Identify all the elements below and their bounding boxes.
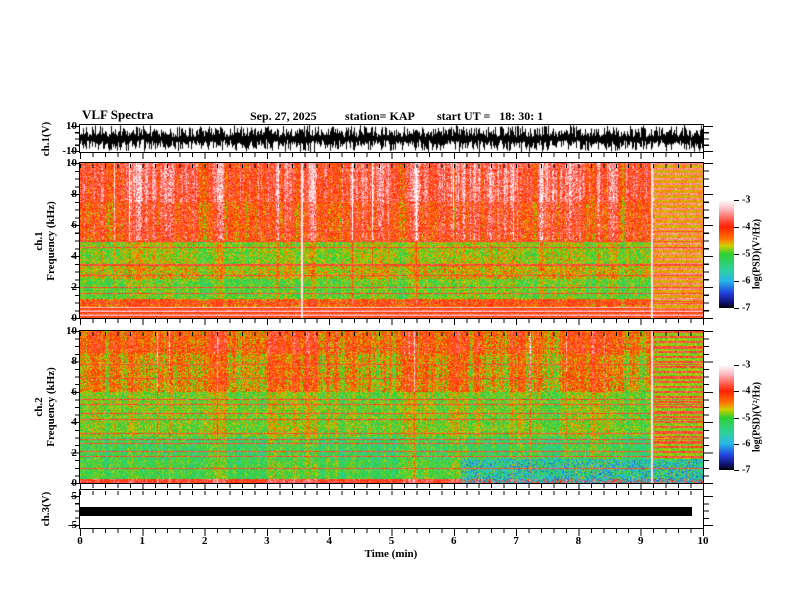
ch1-waveform-panel (79, 124, 704, 153)
ch3-saturated-trace (80, 507, 692, 516)
colorbar-tick (734, 227, 739, 228)
y-tick-label: 2 (71, 447, 78, 459)
colorbar-tick-label: -3 (742, 359, 751, 371)
x-tick-row (80, 529, 704, 536)
ch1-spec-ylabel: ch.1 Frequency (kHz) (33, 201, 57, 281)
x-tick-label: 2 (201, 535, 208, 547)
y-tick-label: 10 (66, 325, 77, 337)
colorbar-tick-label: -5 (742, 412, 751, 423)
plot-title: VLF Spectra (82, 107, 154, 122)
colorbar-tick-label: -7 (742, 302, 751, 314)
ch2-spectrogram-panel (79, 330, 704, 484)
ch1-spectrogram-panel (79, 162, 704, 319)
colorbar-tick-label: -6 (742, 275, 751, 287)
y-tick-col (704, 331, 713, 484)
colorbar-tick-label: -4 (742, 221, 751, 233)
y-tick-label: 10 (66, 120, 77, 132)
ch2-spec-ylabel-axis: Frequency (kHz) (45, 367, 57, 447)
y-tick-col (704, 496, 713, 526)
y-tick-col (71, 331, 80, 484)
y-tick-label: 10 (66, 157, 77, 169)
ch2-spec-ylabel: ch.2 Frequency (kHz) (33, 367, 57, 447)
colorbar-ch1 (719, 200, 734, 308)
colorbar-tick (734, 254, 739, 255)
x-tick-row (80, 491, 704, 495)
x-tick-row (80, 484, 704, 490)
y-tick-label: 5 (71, 490, 78, 502)
ch2-spec-ylabel-ch: ch.2 (33, 397, 45, 417)
ch1-spec-ylabel-ch: ch.1 (33, 231, 45, 251)
plot-station: station= KAP (345, 109, 415, 123)
x-tick-label: 10 (697, 535, 709, 547)
ch3-panel (79, 489, 704, 529)
x-tick-row (80, 153, 704, 159)
ch1-spectrogram-canvas (80, 163, 703, 318)
x-tick-label: 3 (264, 535, 270, 547)
y-tick-label: 4 (71, 250, 78, 262)
y-tick-label: 0 (71, 312, 78, 324)
colorbar-ch2 (719, 365, 734, 470)
colorbar-tick (734, 391, 739, 393)
x-tick-row (80, 332, 704, 336)
ch1-waveform-canvas (80, 125, 703, 152)
y-tick-label: 4 (71, 416, 78, 428)
colorbar-tick (734, 443, 739, 445)
colorbar-tick-label: -5 (742, 248, 751, 260)
plot-date: Sep. 27, 2025 (250, 109, 317, 123)
colorbar-tick-label: -3 (742, 194, 751, 206)
x-axis-label: Time (min) (364, 548, 418, 560)
y-tick-col (71, 126, 80, 152)
colorbar-tick (734, 417, 739, 419)
x-tick-label: 8 (575, 535, 582, 547)
colorbar-tick (734, 365, 739, 366)
colorbar-ch1-label: log(PSD)(V²/Hz) (751, 218, 763, 290)
y-tick-label: 2 (71, 281, 78, 293)
ch2-spectrogram-canvas (80, 331, 703, 483)
colorbar-tick (734, 281, 739, 282)
colorbar-tick-label: -4 (742, 385, 751, 397)
x-tick-row (80, 164, 704, 168)
colorbar-tick (734, 200, 739, 201)
y-tick-col (71, 163, 80, 319)
y-tick-label: 8 (71, 355, 78, 367)
y-tick-label: 6 (71, 219, 78, 231)
colorbar-tick (734, 308, 739, 309)
colorbar-tick (734, 470, 739, 471)
x-tick-label: 7 (513, 535, 519, 547)
y-tick-label: 8 (71, 188, 78, 200)
x-tick-label: 4 (326, 535, 332, 547)
x-tick-label: 6 (451, 535, 457, 547)
x-tick-label: 0 (77, 535, 83, 547)
x-tick-label: 9 (637, 535, 644, 547)
colorbar-tick-label: -7 (742, 464, 751, 476)
plot-start-ut: start UT = 18: 30: 1 (437, 109, 544, 123)
colorbar-ch2-label: log(PSD)(V²/Hz) (751, 381, 763, 453)
x-tick-row (80, 319, 704, 325)
y-tick-label: 6 (71, 386, 78, 398)
x-tick-label: 1 (139, 535, 146, 547)
y-tick-label: -10 (62, 145, 77, 157)
ch1-spec-ylabel-axis: Frequency (kHz) (45, 201, 57, 281)
y-tick-label: -5 (67, 519, 77, 531)
y-tick-col (704, 126, 713, 152)
y-tick-col (704, 163, 713, 319)
y-tick-label: 0 (71, 477, 78, 489)
y-tick-col (71, 496, 80, 526)
colorbar-tick-label: -6 (742, 438, 751, 450)
x-tick-label: 5 (388, 535, 395, 547)
